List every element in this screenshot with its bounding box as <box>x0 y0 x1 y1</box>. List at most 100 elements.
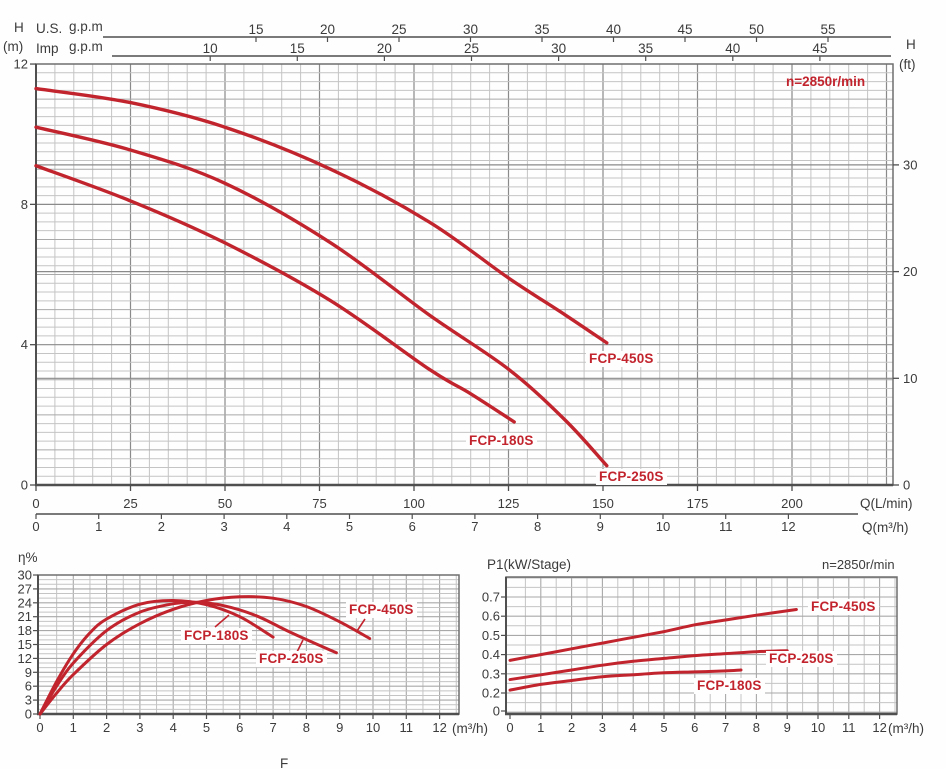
curve-pow-FCP-450S <box>508 608 798 662</box>
right-axis-symbol: H <box>906 37 916 52</box>
eff-y-tick-label: 24 <box>18 595 32 610</box>
curve-label-eff-fcp-450s: FCP-450S <box>346 602 417 618</box>
eff-axis-label: η% <box>18 550 38 565</box>
curve-label-eff-fcp-250s: FCP-250S <box>256 651 327 667</box>
curve-pow-FCP-180S <box>508 668 743 692</box>
us-scale-unit: g.p.m <box>69 19 103 34</box>
pow-y-tick-label: 0.5 <box>482 628 500 643</box>
eff-x-tick-label: 2 <box>103 720 110 735</box>
x-tick-label-m3h: 2 <box>158 519 165 534</box>
left-axis-symbol: H <box>14 20 24 35</box>
curve-label-pow-fcp-180s: FCP-180S <box>694 678 765 694</box>
x-tick-label-m3h: 5 <box>346 519 353 534</box>
x-tick-label-m3h: 3 <box>220 519 227 534</box>
eff-x-tick-label: 6 <box>236 720 243 735</box>
pow-x-tick-label: 2 <box>568 720 575 735</box>
x-tick-label-lmin: 200 <box>781 496 803 511</box>
curve-label-main-fcp-180s: FCP-180S <box>466 433 537 449</box>
partial-caption-text: F <box>280 756 289 769</box>
x-tick-label-m3h: 6 <box>409 519 416 534</box>
y-tick-label-ft: 20 <box>903 264 917 279</box>
us-gpm-tick-label: 55 <box>820 22 835 37</box>
us-gpm-tick-label: 45 <box>677 22 692 37</box>
eff-x-tick-label: 3 <box>136 720 143 735</box>
curve-label-pow-fcp-250s: FCP-250S <box>766 651 837 667</box>
eff-x-tick-label: 4 <box>170 720 177 735</box>
y-tick-label-m: 4 <box>21 337 28 352</box>
curve-eff-FCP-250S <box>38 600 338 716</box>
eff-y-tick-label: 6 <box>25 679 32 694</box>
eff-y-tick-label: 27 <box>18 581 32 596</box>
y-tick-label-ft: 0 <box>903 478 910 493</box>
pow-x-tick-label: 10 <box>811 720 825 735</box>
label-leader-line <box>296 639 304 653</box>
x-tick-label-lmin: 125 <box>498 496 520 511</box>
curve-eff-FCP-180S <box>38 598 275 716</box>
pow-x-tick-label: 7 <box>722 720 729 735</box>
pow-x-tick-label: 12 <box>872 720 886 735</box>
imp-gpm-tick-label: 25 <box>464 41 479 56</box>
pow-y-tick-label: 0.6 <box>482 609 500 624</box>
imp-gpm-tick-label: 45 <box>812 41 827 56</box>
pow-y-tick-label: 0.7 <box>482 590 500 605</box>
x-tick-label-m3h: 11 <box>719 519 733 534</box>
x-tick-label-lmin: 50 <box>218 496 232 511</box>
curve-label-eff-fcp-180s: FCP-180S <box>181 628 252 644</box>
imp-gpm-tick-label: 35 <box>638 41 653 56</box>
us-gpm-tick-label: 40 <box>606 22 621 37</box>
eff-x-tick-label: 7 <box>269 720 276 735</box>
eff-x-tick-label: 10 <box>366 720 380 735</box>
curve-FCP-180S <box>34 164 516 424</box>
y-tick-label-m: 12 <box>14 57 28 72</box>
eff-y-tick-label: 0 <box>25 707 32 722</box>
imp-gpm-tick-label: 15 <box>290 41 305 56</box>
pow-x-tick-label: 9 <box>784 720 791 735</box>
us-scale-prefix: U.S. <box>36 21 63 36</box>
y-tick-label-m: 0 <box>21 478 28 493</box>
x-tick-label-m3h: 8 <box>534 519 541 534</box>
pow-y-tick-label: 0.2 <box>482 686 500 701</box>
us-gpm-tick-label: 20 <box>320 22 335 37</box>
eff-y-tick-label: 15 <box>18 637 32 652</box>
pow-x-tick-label: 3 <box>599 720 606 735</box>
curve-label-main-fcp-250s: FCP-250S <box>596 469 667 485</box>
speed-note-power: n=2850r/min <box>822 557 895 572</box>
us-gpm-tick-label: 50 <box>749 22 764 37</box>
curve-FCP-450S <box>34 86 609 345</box>
eff-x-tick-label: 0 <box>36 720 43 735</box>
speed-note-main: n=2850r/min <box>786 74 866 89</box>
us-gpm-tick-label: 30 <box>463 22 478 37</box>
curve-label-main-fcp-450s: FCP-450S <box>586 351 657 367</box>
y-tick-label-m: 8 <box>21 197 28 212</box>
imp-gpm-tick-label: 30 <box>551 41 566 56</box>
eff-y-tick-label: 12 <box>18 651 32 666</box>
pow-y-tick-label: 0.3 <box>482 666 500 681</box>
imp-scale-unit: g.p.m <box>69 39 103 54</box>
imp-gpm-tick-label: 10 <box>203 41 218 56</box>
curve-label-pow-fcp-450s: FCP-450S <box>808 599 879 615</box>
power-axis-label: P1(kW/Stage) <box>487 557 572 572</box>
eff-x-tick-label: 9 <box>336 720 343 735</box>
eff-y-tick-label: 30 <box>18 568 32 583</box>
us-gpm-tick-label: 25 <box>391 22 406 37</box>
pow-x-tick-label: 0 <box>506 720 513 735</box>
pow-x-tick-label: 6 <box>691 720 698 735</box>
x-tick-label-lmin: 100 <box>403 496 425 511</box>
pow-x-tick-label: 4 <box>630 720 637 735</box>
x-axis-lmin-label: Q(L/min) <box>860 496 913 511</box>
us-gpm-tick-label: 35 <box>534 22 549 37</box>
y-tick-label-ft: 10 <box>903 371 917 386</box>
eff-x-tick-label: 11 <box>400 720 414 735</box>
imp-gpm-tick-label: 40 <box>725 41 740 56</box>
eff-y-tick-label: 3 <box>25 693 32 708</box>
eff-y-tick-label: 9 <box>25 665 32 680</box>
eff-x-tick-label: 5 <box>203 720 210 735</box>
x-tick-label-lmin: 0 <box>32 496 39 511</box>
label-leader-line <box>356 618 366 632</box>
y-tick-label-ft: 30 <box>903 157 917 172</box>
x-tick-label-lmin: 25 <box>123 496 137 511</box>
x-tick-label-lmin: 75 <box>312 496 326 511</box>
eff-x-tick-label: 1 <box>70 720 77 735</box>
